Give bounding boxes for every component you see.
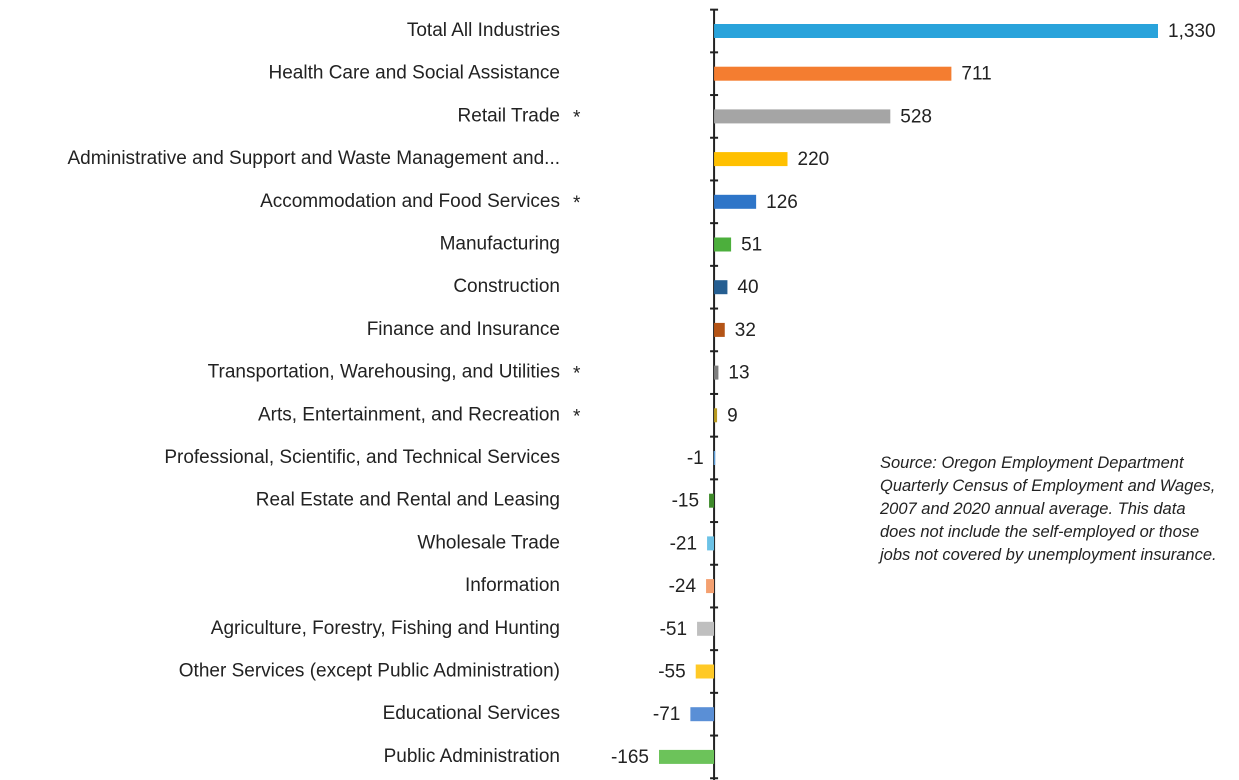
category-note: * [573,193,581,214]
bar [714,194,757,209]
bar [697,621,715,636]
category-label: Arts, Entertainment, and Recreation [258,404,560,425]
category-note: * [573,364,581,385]
value-label: -165 [611,747,649,768]
value-label: 528 [900,106,932,127]
category-label: Educational Services [383,703,560,724]
category-note: * [573,406,581,427]
category-label: Manufacturing [440,234,560,255]
bar [695,664,715,679]
bar [713,451,716,465]
value-label: 40 [737,277,758,298]
value-label: 1,330 [1168,21,1216,42]
value-label: -1 [687,448,704,469]
value-label: -15 [672,491,699,512]
bar [707,536,715,551]
value-label: -24 [669,576,697,597]
category-label: Agriculture, Forestry, Fishing and Hunti… [211,618,560,639]
bar [706,579,715,594]
category-label: Accommodation and Food Services [260,191,560,212]
bar [714,66,952,81]
category-label: Health Care and Social Assistance [269,63,561,84]
value-label: 51 [741,235,762,256]
value-label: -55 [658,662,685,683]
category-label: Total All Industries [407,20,560,41]
bar [714,408,718,423]
category-label: Public Administration [384,746,560,767]
category-label: Professional, Scientific, and Technical … [164,447,560,468]
bar [714,280,728,295]
value-label: -51 [660,619,687,640]
value-label: 32 [735,320,756,341]
category-label: Finance and Insurance [367,319,560,340]
value-label: 220 [798,149,830,170]
category-note: * [573,107,581,128]
bar [659,749,715,764]
category-label: Administrative and Support and Waste Man… [67,148,560,169]
category-label: Construction [453,276,560,297]
value-label: -71 [653,704,680,725]
category-label: Real Estate and Rental and Leasing [256,490,560,511]
value-label: -21 [670,533,697,554]
bar [714,322,725,337]
bar [714,365,719,380]
category-label: Transportation, Warehousing, and Utiliti… [208,362,560,383]
source-note: Source: Oregon Employment Department Qua… [880,454,1217,564]
category-label: Other Services (except Public Administra… [179,661,560,682]
bar [714,24,1158,38]
category-label: Information [465,575,560,596]
bar [714,152,788,167]
bar [690,707,715,722]
value-label: 126 [766,192,798,213]
bar [714,109,891,124]
value-label: 13 [728,363,749,384]
category-label: Retail Trade [458,105,560,126]
bar [714,237,732,252]
value-label: 9 [727,405,738,426]
category-label: Wholesale Trade [417,532,560,553]
bar [709,493,715,508]
value-label: 711 [961,64,991,85]
